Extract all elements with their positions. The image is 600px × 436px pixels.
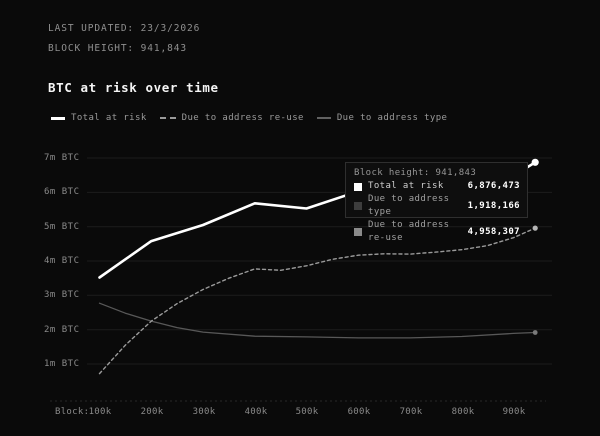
end-dot-icon [532, 330, 538, 335]
tooltip-row-total: Total at risk 6,876,473 [354, 180, 520, 193]
last-updated-text: LAST UPDATED: 23/3/2026 [48, 23, 201, 34]
legend-item-address-type[interactable]: Due to address type [316, 113, 448, 123]
x-tick-900k: 900k [502, 407, 526, 417]
tooltip-value: 6,876,473 [467, 181, 520, 191]
address-type-swatch-icon [354, 202, 362, 210]
end-dot-icon [531, 158, 539, 166]
tooltip-value: 4,958,307 [467, 226, 520, 237]
x-tick-200k: 200k [140, 407, 164, 417]
total-swatch-icon [354, 182, 362, 191]
y-tick-7m: 7m BTC [44, 153, 80, 163]
y-tick-6m: 6m BTC [44, 187, 80, 197]
series-address-type [98, 302, 536, 339]
x-tick-400k: 400k [244, 407, 268, 417]
block-height-text: BLOCK HEIGHT: 941,843 [48, 43, 188, 54]
end-dot-icon [532, 225, 538, 231]
address-reuse-swatch-icon [354, 228, 362, 236]
tooltip-value: 1,918,166 [467, 200, 520, 211]
y-tick-2m: 2m BTC [44, 325, 80, 335]
page-title: BTC at risk over time [48, 80, 219, 95]
x-tick-100k: 100k [88, 407, 112, 417]
legend-item-total-at-risk[interactable]: Total at risk [51, 113, 147, 123]
solid-line-icon [51, 116, 65, 120]
y-tick-4m: 4m BTC [44, 256, 80, 266]
x-tick-300k: 300k [192, 407, 216, 417]
gridlines [87, 157, 552, 365]
end-markers [531, 158, 539, 335]
legend-label: Due to address type [336, 113, 448, 123]
chart-legend: Total at risk Due to address re-use Due … [51, 113, 447, 123]
y-tick-3m: 3m BTC [44, 290, 80, 300]
tooltip-row-address-reuse: Due to address re-use 4,958,307 [354, 219, 520, 245]
tooltip-label: Due to address re-use [368, 220, 450, 243]
chart-tooltip: Block height: 941,843 Total at risk 6,87… [345, 162, 528, 243]
tooltip-row-address-type: Due to address type 1,918,166 [354, 193, 520, 219]
legend-label: Due to address re-use [181, 113, 304, 123]
tooltip-title: Block height: 941,843 [354, 168, 477, 178]
x-tick-500k: 500k [295, 407, 319, 417]
legend-item-address-reuse[interactable]: Due to address re-use [159, 113, 304, 123]
y-tick-1m: 1m BTC [44, 359, 80, 369]
x-tick-700k: 700k [399, 407, 423, 417]
series-address-reuse [98, 227, 536, 375]
x-tick-800k: 800k [451, 407, 475, 417]
x-tick-600k: 600k [347, 407, 371, 417]
y-tick-5m: 5m BTC [44, 222, 80, 232]
tooltip-label: Due to address type [368, 194, 450, 217]
x-axis-prefix: Block: [55, 407, 90, 417]
tooltip-label: Total at risk [368, 181, 444, 191]
legend-label: Total at risk [71, 113, 147, 123]
thin-line-icon [316, 117, 331, 119]
dashed-line-icon [159, 117, 176, 119]
